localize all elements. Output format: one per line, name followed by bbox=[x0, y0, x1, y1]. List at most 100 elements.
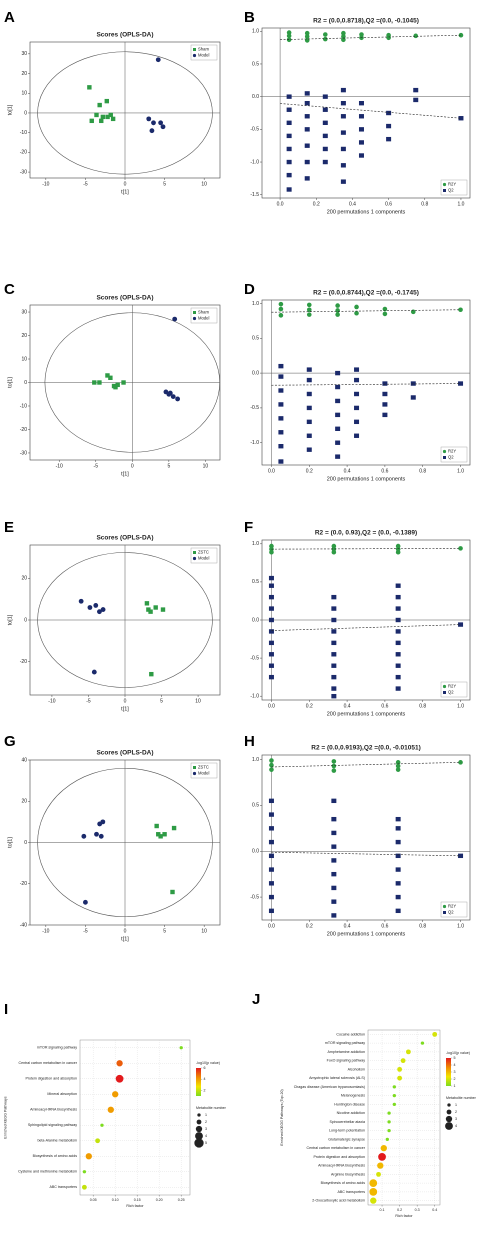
point bbox=[331, 674, 337, 680]
y-tick-label: 1.0 bbox=[252, 757, 259, 763]
x-tick-label: 0.2 bbox=[397, 1208, 402, 1212]
legend-box bbox=[440, 446, 468, 463]
panel-label: J bbox=[252, 991, 260, 1008]
point bbox=[354, 433, 360, 438]
point bbox=[322, 94, 328, 99]
point bbox=[306, 391, 312, 397]
point bbox=[395, 617, 401, 623]
x-tick-label: 0.6 bbox=[381, 923, 388, 929]
colorbar-tick-label: 1 bbox=[454, 1084, 456, 1088]
point bbox=[268, 663, 274, 668]
y-axis-label: to[1] bbox=[7, 104, 13, 115]
y-tick-label: Nicotine addiction bbox=[337, 1111, 365, 1115]
point bbox=[458, 853, 464, 859]
y-tick-label: 30 bbox=[21, 309, 27, 315]
point bbox=[87, 85, 92, 90]
point bbox=[335, 370, 341, 376]
point bbox=[306, 307, 312, 313]
colorbar bbox=[446, 1058, 451, 1086]
x-tick-label: 0.2 bbox=[306, 468, 313, 474]
point bbox=[322, 133, 328, 139]
point bbox=[286, 107, 292, 112]
point bbox=[340, 146, 346, 152]
size-legend-marker bbox=[194, 1138, 204, 1148]
x-tick-label: 0.20 bbox=[156, 1198, 163, 1202]
bubble bbox=[370, 1197, 377, 1204]
y-tick-label: 2-Oxocarboxylic acid metabolism bbox=[312, 1199, 365, 1203]
y-tick-label: -1.0 bbox=[250, 159, 259, 165]
y-tick-label: mTOR signaling pathway bbox=[325, 1041, 365, 1045]
plot-frame bbox=[261, 27, 471, 199]
point bbox=[268, 575, 274, 581]
point bbox=[322, 146, 328, 152]
point bbox=[382, 381, 388, 386]
bubble bbox=[115, 1074, 124, 1083]
size-legend-label: 1 bbox=[455, 1103, 457, 1107]
point bbox=[331, 594, 337, 600]
x-tick-label: 0.8 bbox=[421, 201, 428, 207]
legend-marker bbox=[192, 771, 197, 776]
y-axis-label: Enriched KEGG Pathways bbox=[3, 1096, 7, 1138]
y-tick-label: Alcoholism bbox=[348, 1067, 365, 1071]
point bbox=[382, 306, 388, 312]
point bbox=[304, 91, 310, 96]
bubble bbox=[387, 1111, 391, 1115]
point bbox=[93, 603, 99, 608]
point bbox=[386, 123, 392, 129]
y-tick-label: 1.0 bbox=[252, 541, 259, 547]
y-tick-label: -30 bbox=[20, 169, 27, 175]
size-legend-label: 3 bbox=[205, 1127, 207, 1131]
bubble bbox=[107, 1106, 114, 1113]
point bbox=[268, 853, 274, 859]
x-tick-label: 0.0 bbox=[268, 468, 275, 474]
legend-label: Model bbox=[198, 316, 209, 321]
y-tick-label: -1.5 bbox=[250, 192, 259, 198]
point bbox=[322, 159, 328, 165]
point bbox=[97, 102, 102, 108]
point bbox=[149, 128, 155, 134]
x-tick-label: 0.8 bbox=[419, 468, 426, 474]
y-tick-label: -1.0 bbox=[250, 694, 259, 700]
point bbox=[268, 812, 274, 817]
size-legend-marker bbox=[445, 1122, 453, 1130]
y-tick-label: Protein digestion and absorption bbox=[25, 1077, 77, 1081]
point bbox=[410, 309, 416, 315]
y-tick-label: -40 bbox=[20, 922, 27, 928]
point bbox=[331, 816, 337, 822]
y-tick-label: Biosynthesis of amino acids bbox=[33, 1154, 78, 1158]
bubble bbox=[95, 1138, 100, 1144]
point bbox=[335, 426, 341, 431]
bubble bbox=[392, 1085, 396, 1089]
legend-label: Q2 bbox=[448, 910, 454, 915]
point bbox=[340, 130, 346, 135]
point bbox=[146, 116, 152, 122]
point bbox=[286, 37, 292, 43]
size-legend-label: 1 bbox=[205, 1113, 207, 1117]
bubble bbox=[405, 1049, 411, 1055]
y-tick-label: Protein digestion and absorption bbox=[313, 1155, 365, 1159]
point bbox=[331, 913, 337, 918]
regression-line bbox=[271, 548, 461, 550]
y-tick-label: Huntington disease bbox=[334, 1102, 365, 1106]
point bbox=[78, 598, 84, 604]
y-tick-label: 1.0 bbox=[252, 29, 259, 35]
chart-title: R2 = (0.0,0.8744),Q2 =(0.0, -0.1745) bbox=[313, 290, 419, 297]
point bbox=[458, 307, 463, 313]
bubble bbox=[385, 1137, 389, 1142]
size-legend-label: 5 bbox=[205, 1141, 207, 1145]
point bbox=[322, 107, 328, 112]
x-tick-label: 0 bbox=[124, 181, 127, 187]
x-tick-label: -5 bbox=[83, 181, 88, 187]
point bbox=[286, 187, 292, 192]
point bbox=[306, 367, 312, 372]
point bbox=[359, 32, 364, 37]
point bbox=[335, 454, 341, 459]
point bbox=[354, 367, 360, 372]
bubble bbox=[369, 1179, 378, 1188]
y-tick-label: Biosynthesis of amino acids bbox=[321, 1181, 366, 1185]
point bbox=[268, 583, 274, 588]
point bbox=[278, 363, 284, 369]
point bbox=[154, 823, 159, 829]
x-tick-label: 0.8 bbox=[419, 703, 426, 709]
point bbox=[358, 153, 364, 158]
